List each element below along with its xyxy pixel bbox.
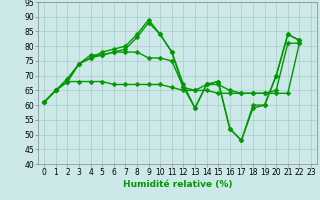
X-axis label: Humidité relative (%): Humidité relative (%) — [123, 180, 232, 189]
